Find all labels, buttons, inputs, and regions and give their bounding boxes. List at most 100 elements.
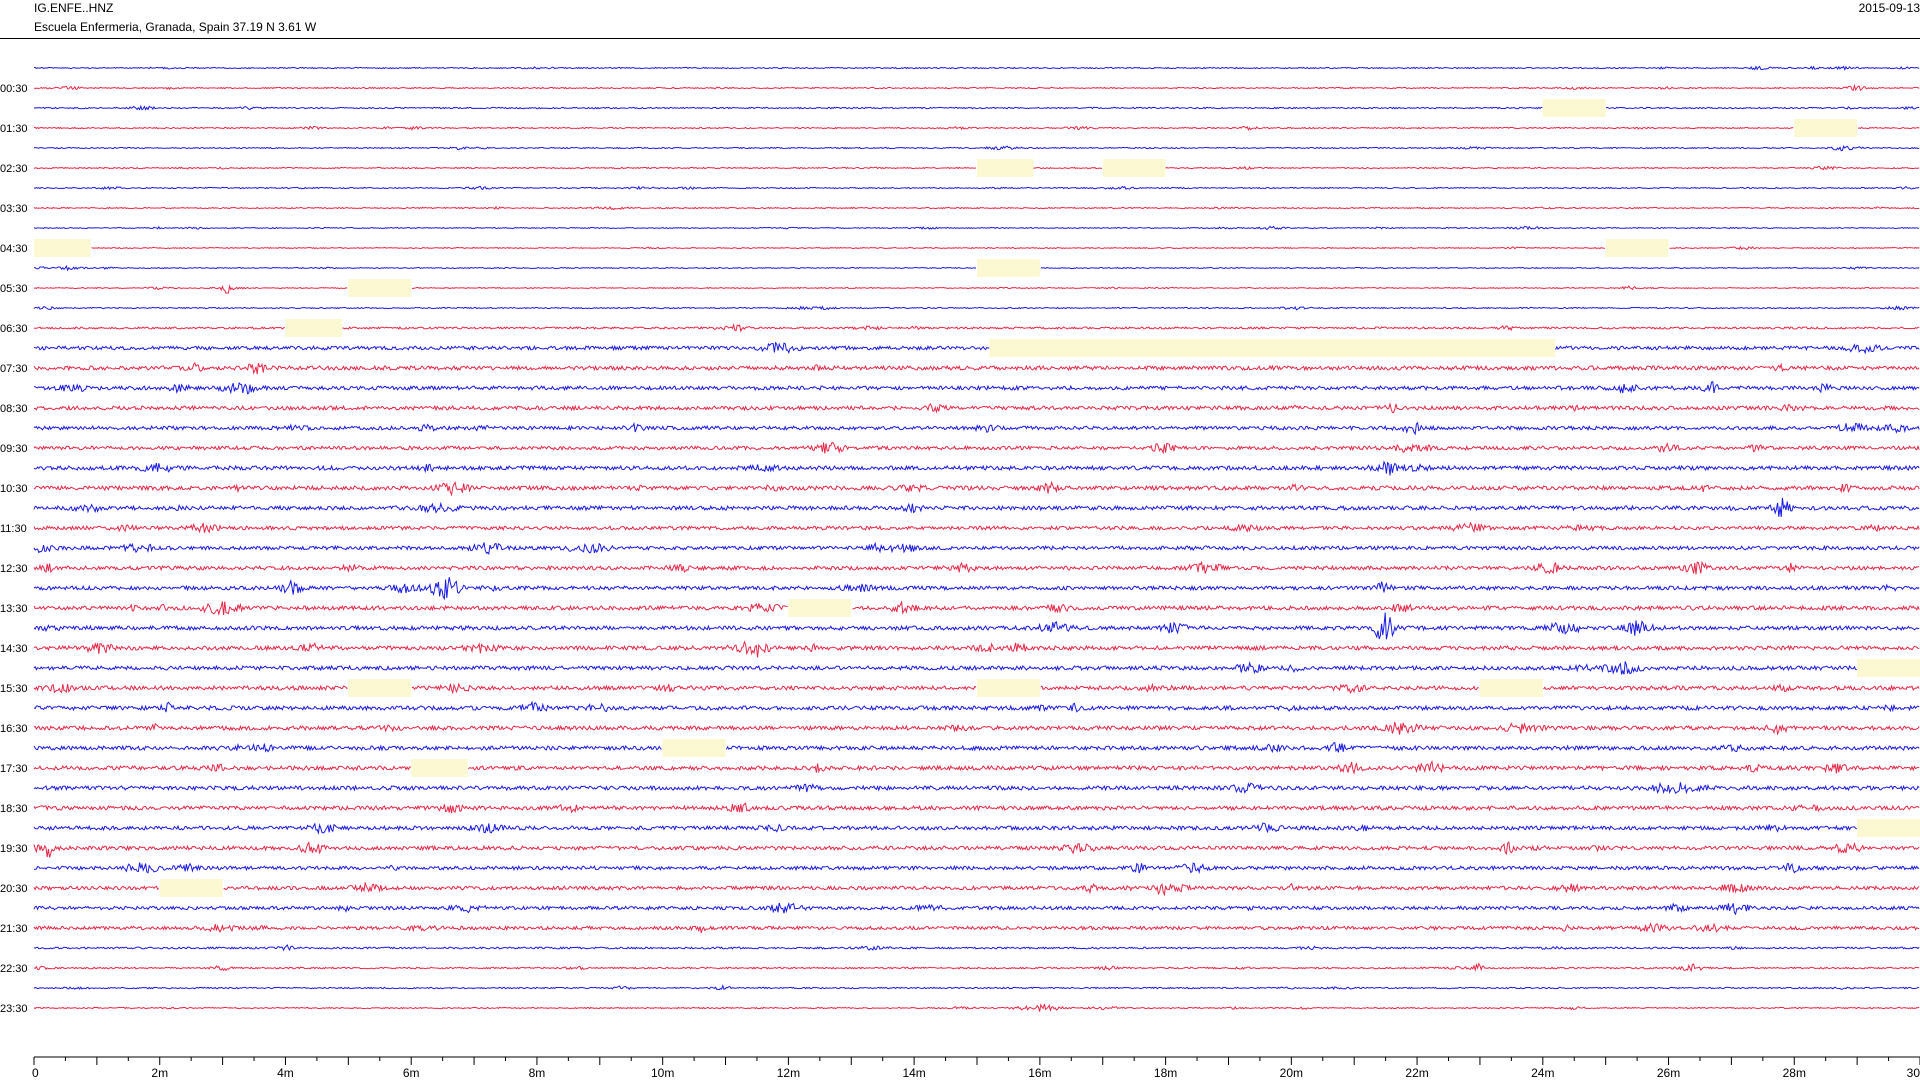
- trace-row-40: [33, 862, 1920, 875]
- row-label: 20:30: [0, 883, 28, 895]
- trace-row-29: [33, 640, 1920, 658]
- trace-row-45: [33, 962, 1920, 973]
- trace-row-30: [33, 661, 1857, 675]
- gap-10: [788, 599, 852, 617]
- row-label: 10:30: [0, 483, 28, 495]
- row-label: 12:30: [0, 563, 28, 575]
- gap-18: [159, 879, 223, 897]
- x-tick-label: 2m: [151, 1066, 168, 1080]
- x-tick-label: 4m: [277, 1066, 294, 1080]
- trace-row-2: [33, 104, 1920, 111]
- time-axis: 0 2m 4m 6m 8m 10m 12m 14m 16m 18m 20m 22m 24m 26m 28m 3…: [32, 1056, 1920, 1080]
- trace-row-47: [33, 1003, 1920, 1012]
- trace-row-42: [33, 902, 1920, 916]
- row-label: 21:30: [0, 923, 28, 935]
- trace-row-35: [33, 760, 1920, 776]
- gap-13: [977, 679, 1040, 697]
- row-label: 03:30: [0, 203, 28, 215]
- row-label: 07:30: [0, 363, 28, 375]
- row-label: 05:30: [0, 283, 28, 295]
- x-tick-label: 20m: [1280, 1066, 1303, 1080]
- trace-row-20: [33, 460, 1920, 476]
- row-label: 17:30: [0, 763, 28, 775]
- gap-7: [348, 279, 412, 297]
- row-label: 08:30: [0, 403, 28, 415]
- x-tick-label: 12m: [777, 1066, 800, 1080]
- trace-row-22: [33, 497, 1920, 517]
- gap-12: [348, 679, 412, 697]
- gap-14: [1479, 679, 1543, 697]
- trace-row-43: [33, 922, 1920, 934]
- row-label: 18:30: [0, 803, 28, 815]
- trace-row-13: [33, 323, 1920, 333]
- trace-row-41: [33, 882, 1920, 897]
- trace-row-8: [33, 225, 1920, 231]
- gap-3: [1102, 159, 1166, 177]
- row-label: 23:30: [0, 1003, 28, 1015]
- row-label: 06:30: [0, 323, 28, 335]
- x-tick-label: 30: [1907, 1066, 1920, 1080]
- trace-row-9: [91, 245, 1920, 250]
- trace-row-36: [33, 781, 1920, 795]
- row-label: 02:30: [0, 163, 28, 175]
- gap-9: [989, 339, 1556, 357]
- trace-row-5: [33, 165, 1920, 171]
- gap-8: [285, 319, 343, 337]
- trace-row-3: [33, 125, 1920, 131]
- gap-4: [34, 239, 91, 257]
- trace-row-14: [33, 341, 1920, 355]
- trace-row-1: [33, 83, 1920, 92]
- trace-row-6: [33, 185, 1920, 191]
- row-label: 13:30: [0, 603, 28, 615]
- x-tick-label: 10m: [651, 1066, 674, 1080]
- trace-row-21: [33, 480, 1920, 497]
- trace-row-19: [33, 441, 1920, 455]
- gap-15: [662, 739, 726, 757]
- trace-row-33: [33, 721, 1920, 736]
- trace-row-7: [33, 205, 1920, 211]
- record-date: 2015-09-13: [1858, 1, 1920, 15]
- trace-row-15: [33, 361, 1920, 375]
- x-tick-label: 18m: [1154, 1066, 1177, 1080]
- trace-row-39: [33, 841, 1920, 858]
- data-gaps: [34, 99, 1920, 897]
- trace-row-31: [33, 682, 1920, 695]
- gap-1: [1794, 119, 1858, 137]
- row-label: 11:30: [0, 523, 27, 535]
- row-label: 01:30: [0, 123, 28, 135]
- x-tick-label: 14m: [902, 1066, 925, 1080]
- row-label: 16:30: [0, 723, 28, 735]
- trace-row-28: [33, 612, 1920, 640]
- x-tick-label: 22m: [1405, 1066, 1428, 1080]
- row-time-labels: 00:30 01:30 02:30 03:30 04:30 05:30 06:30 07:30…: [0, 83, 28, 1015]
- x-tick-label: 6m: [403, 1066, 420, 1080]
- trace-row-17: [33, 401, 1920, 414]
- row-label: 09:30: [0, 443, 28, 455]
- trace-row-27: [33, 600, 1920, 616]
- row-label: 22:30: [0, 963, 28, 975]
- x-tick-label: 16m: [1028, 1066, 1051, 1080]
- trace-row-38: [33, 822, 1858, 835]
- trace-row-34: [33, 742, 1920, 754]
- trace-row-0: [33, 65, 1920, 71]
- row-label: 00:30: [0, 83, 28, 95]
- trace-row-12: [33, 305, 1920, 311]
- gap-0: [1542, 99, 1606, 117]
- row-label: 14:30: [0, 643, 28, 655]
- x-tick-label: 24m: [1531, 1066, 1554, 1080]
- seismic-traces: [33, 65, 1920, 1012]
- trace-row-11: [33, 284, 1920, 294]
- trace-row-24: [33, 541, 1920, 556]
- trace-row-44: [33, 943, 1920, 952]
- trace-row-32: [33, 700, 1920, 713]
- gap-11: [1857, 659, 1920, 677]
- gap-6: [977, 259, 1040, 277]
- x-tick-label: 0: [32, 1066, 39, 1080]
- gap-16: [411, 759, 468, 777]
- x-tick-label: 28m: [1783, 1066, 1806, 1080]
- trace-row-23: [33, 521, 1920, 534]
- trace-row-18: [33, 421, 1920, 436]
- trace-row-4: [33, 145, 1920, 152]
- station-location: Escuela Enfermeria, Granada, Spain 37.19…: [34, 20, 317, 34]
- trace-row-26: [33, 577, 1920, 601]
